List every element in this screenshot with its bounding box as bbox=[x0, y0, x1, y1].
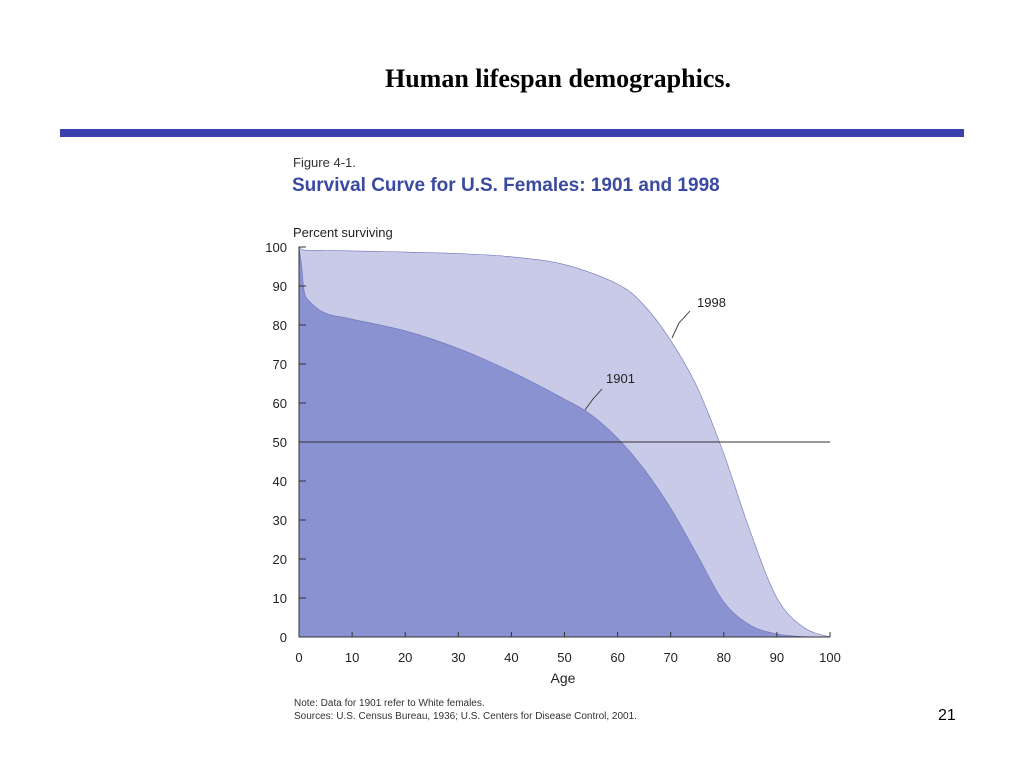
y-tick-label-100: 100 bbox=[265, 240, 287, 255]
x-tick-label-70: 70 bbox=[663, 650, 677, 665]
y-tick-label-30: 30 bbox=[273, 513, 287, 528]
x-tick-label-50: 50 bbox=[557, 650, 571, 665]
x-tick-label-60: 60 bbox=[610, 650, 624, 665]
page-number: 21 bbox=[938, 707, 956, 724]
title-rule bbox=[60, 129, 964, 137]
y-tick-label-60: 60 bbox=[273, 396, 287, 411]
x-tick-label-20: 20 bbox=[398, 650, 412, 665]
y-tick-label-70: 70 bbox=[273, 357, 287, 372]
note-text: Note: Data for 1901 refer to White femal… bbox=[294, 698, 485, 709]
y-tick-label-90: 90 bbox=[273, 279, 287, 294]
series-leader-1998 bbox=[671, 310, 691, 339]
x-tick-label-40: 40 bbox=[504, 650, 518, 665]
series-label-1901: 1901 bbox=[606, 371, 635, 386]
sources-text: Sources: U.S. Census Bureau, 1936; U.S. … bbox=[294, 711, 637, 722]
x-tick-label-10: 10 bbox=[345, 650, 359, 665]
x-tick-label-90: 90 bbox=[770, 650, 784, 665]
y-tick-label-0: 0 bbox=[280, 630, 287, 645]
x-axis-label: Age bbox=[551, 670, 576, 686]
x-tick-label-30: 30 bbox=[451, 650, 465, 665]
figure-note: Note: Data for 1901 refer to White femal… bbox=[294, 697, 637, 723]
series-leader-1901 bbox=[584, 388, 603, 411]
x-tick-label-0: 0 bbox=[295, 650, 302, 665]
y-tick-label-80: 80 bbox=[273, 318, 287, 333]
y-tick-label-20: 20 bbox=[273, 552, 287, 567]
chart-axes: 0 10 20 30 40 50 60 70 80 90 100 0 10 20 30 40 50 60 70 80 9… bbox=[265, 240, 841, 665]
series-label-1998: 1998 bbox=[697, 295, 726, 310]
y-tick-label-10: 10 bbox=[273, 591, 287, 606]
y-axis-label: Percent surviving bbox=[293, 225, 393, 240]
chart-title: Survival Curve for U.S. Females: 1901 an… bbox=[292, 175, 720, 196]
figure-label: Figure 4-1. bbox=[293, 155, 356, 170]
y-tick-label-50: 50 bbox=[273, 435, 287, 450]
x-tick-label-80: 80 bbox=[717, 650, 731, 665]
slide-title: Human lifespan demographics. bbox=[385, 64, 731, 93]
x-tick-label-100: 100 bbox=[819, 650, 841, 665]
y-tick-label-40: 40 bbox=[273, 474, 287, 489]
